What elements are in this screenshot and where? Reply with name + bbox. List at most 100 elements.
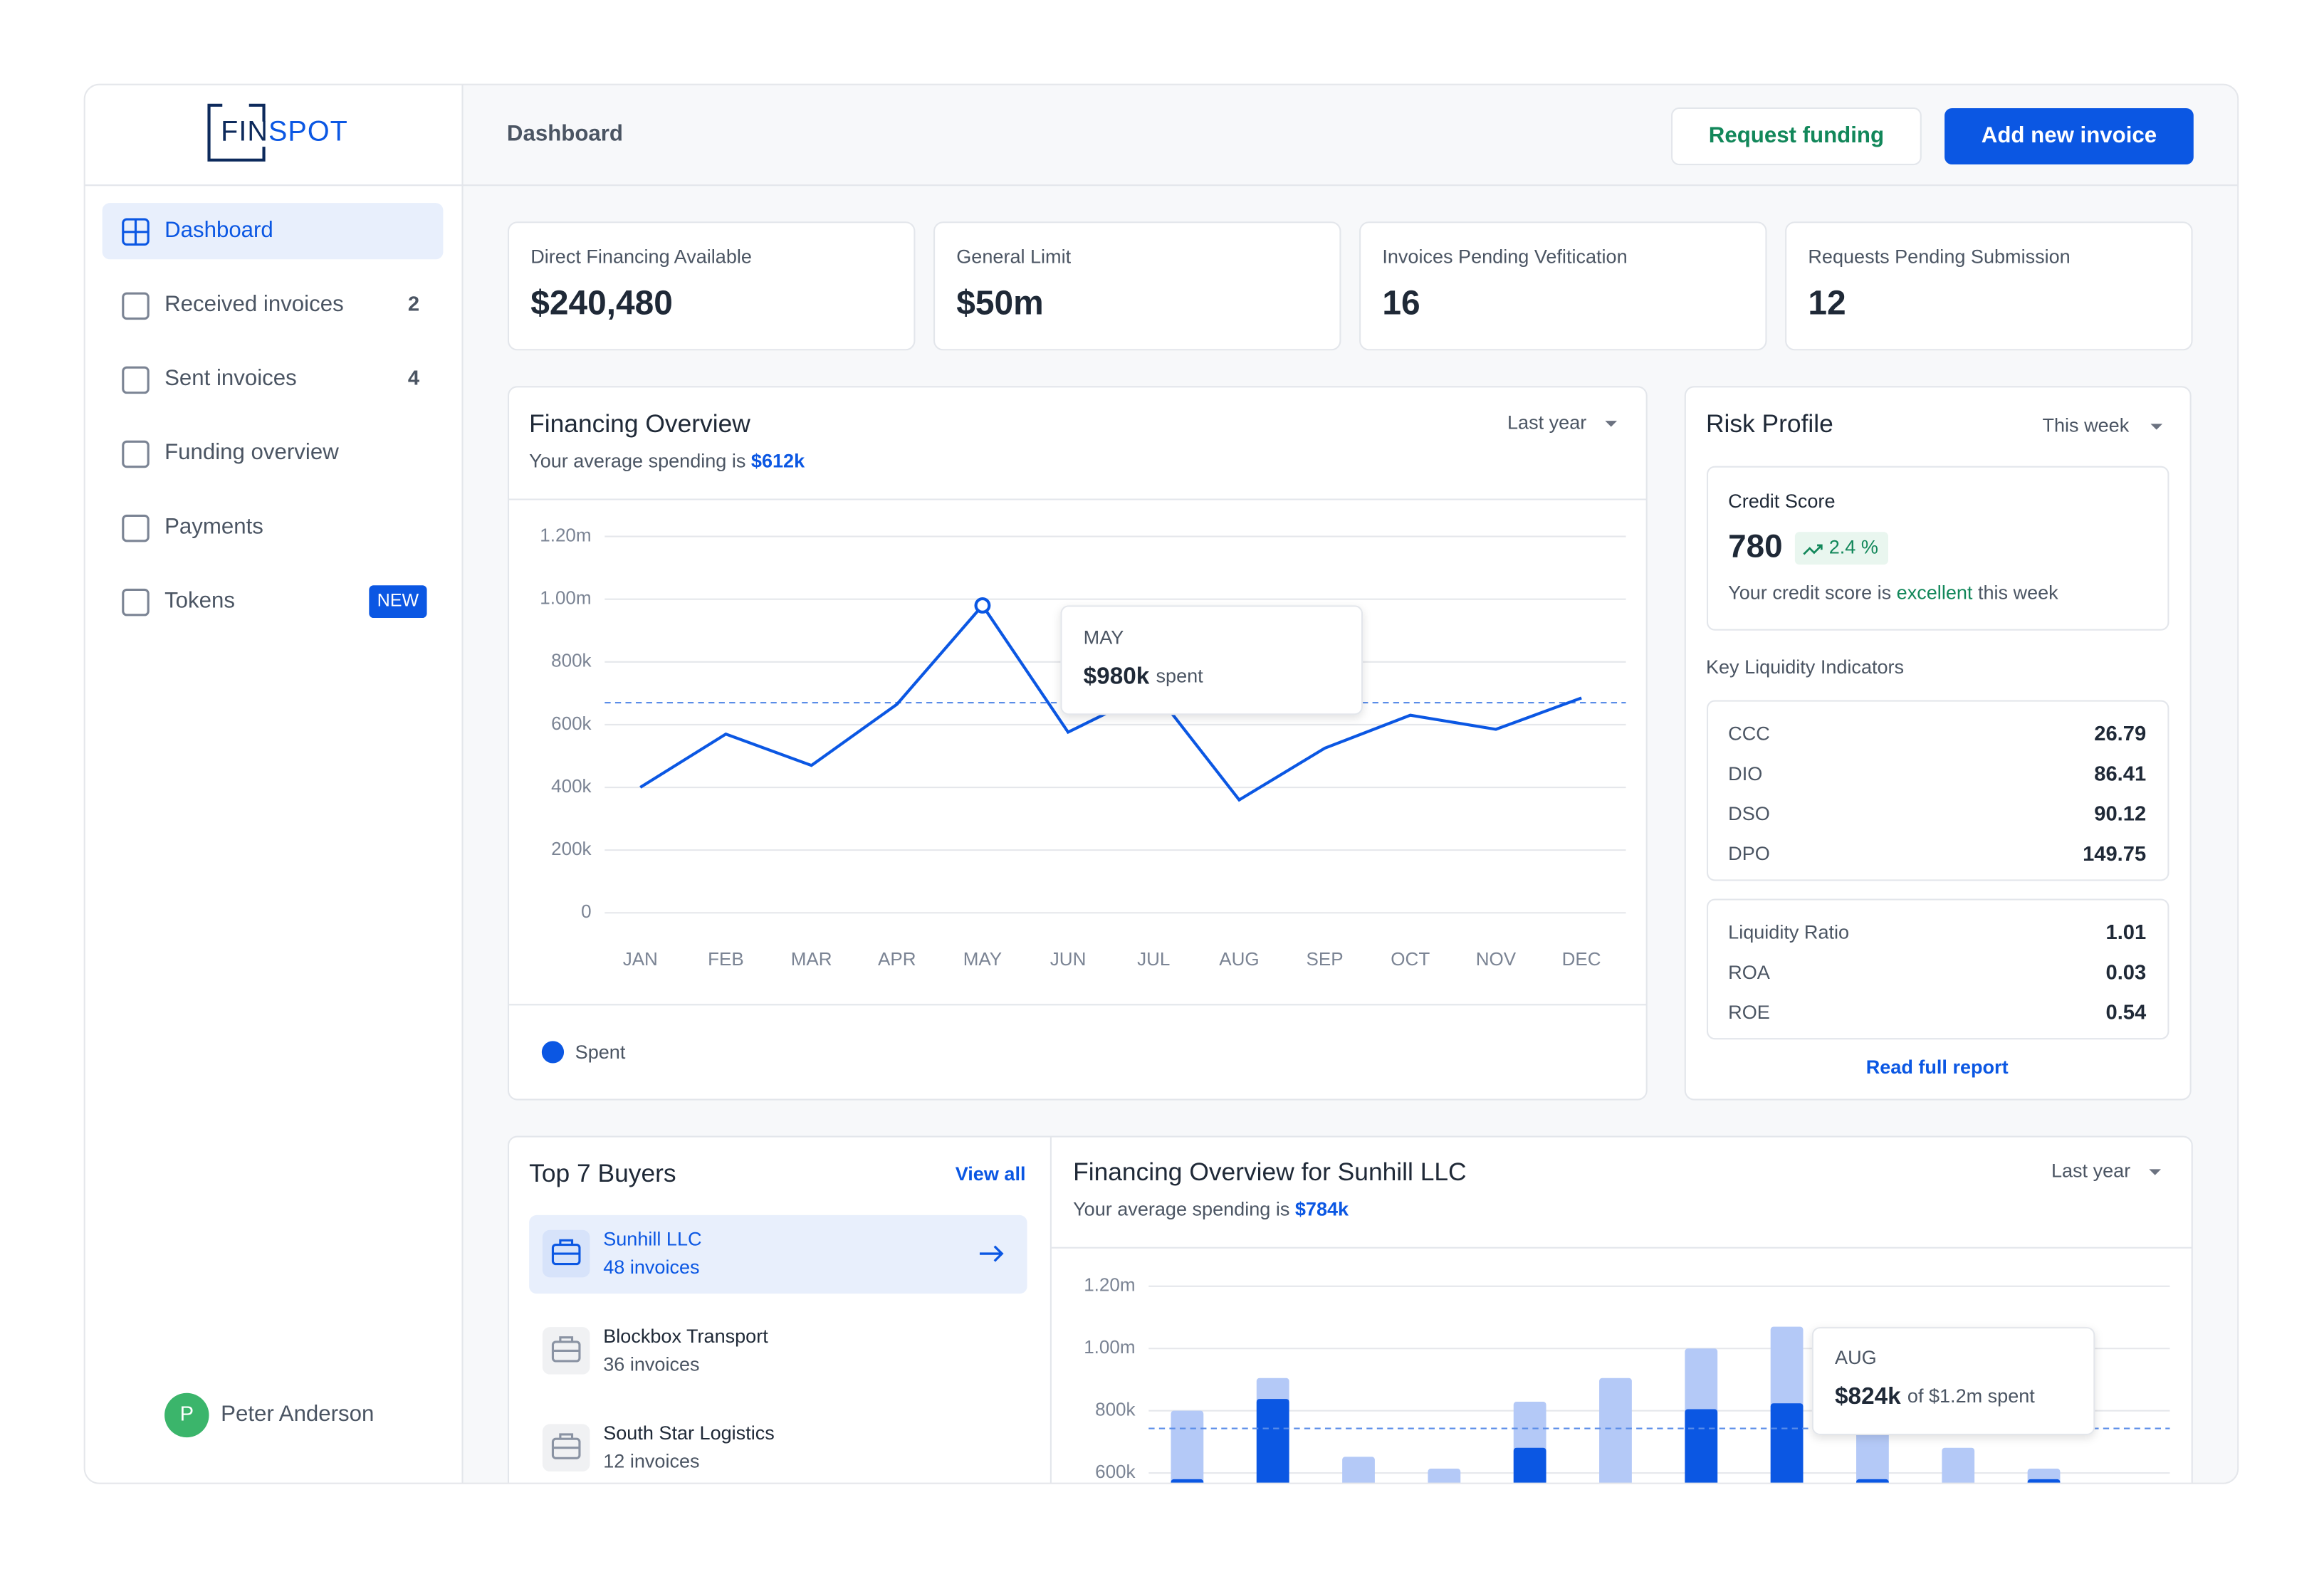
nav-item[interactable]: Received invoices 2 [122,291,419,320]
buyer-active-bg [529,1214,1027,1294]
indicator-value: 86.41 [2094,762,2146,785]
y-tick-label: 600k [1095,1461,1136,1482]
bar [1770,1403,1804,1484]
tooltip-text: spent [1156,665,1204,686]
x-tick-label: JUN [1050,948,1087,970]
tooltip-text: of $1.2m spent [1907,1385,2035,1407]
nav-count: 4 [408,367,420,390]
note-text: Your credit score is [1728,582,1891,604]
stat-card [933,221,1341,351]
period-dropdown[interactable]: This week [2042,415,2129,436]
credit-title: Credit Score [1728,490,1835,512]
nav-icon [122,588,150,616]
credit-score: 780 [1728,528,1782,564]
x-tick-label: JAN [623,948,658,970]
stat-card [507,221,916,351]
request-funding-button[interactable]: Request funding [1671,107,1922,166]
buyer-invoices: 12 invoices [603,1451,699,1472]
buyer-row[interactable]: Blockbox Transport 36 invoices [542,1326,768,1375]
nav-item[interactable]: Sent invoices 4 [122,365,420,394]
buyer-icon-handle [553,1336,580,1352]
view-all-link[interactable]: View all [956,1163,1026,1185]
indicator-name: Liquidity Ratio [1728,922,1849,943]
change-value: 2.4 % [1829,536,1878,557]
user-avatar [164,1392,209,1438]
y-tick-label: 1.20m [540,524,591,545]
trend-icon [1803,544,1823,555]
bars [1171,1326,2061,1484]
dropdown-caret [2150,424,2163,430]
bar [1856,1479,1889,1484]
stat-value: $50m [956,284,1043,322]
add-invoice-button[interactable]: Add new invoice [1944,107,2194,165]
buyer-row[interactable]: Sunhill LLC 48 invoices [529,1214,1027,1294]
buyer-name: South Star Logistics [603,1422,775,1444]
report-link[interactable]: Read full report [1866,1056,2009,1078]
dropdown-caret [2149,1169,2161,1175]
button-label: Add new invoice [1982,122,2157,147]
x-tick-label: SEP [1307,948,1344,970]
stat-label: General Limit [956,246,1071,267]
section-title: Key Liquidity Indicators [1706,656,1904,678]
x-tick-label: MAY [963,948,1002,970]
buyer-row[interactable]: South Star Logistics 12 invoices [542,1422,775,1472]
nav-item[interactable]: Dashboard [102,203,444,260]
nav-item[interactable]: Payments [122,513,263,542]
highlight-point [974,597,991,614]
tooltip-value: $824k of $1.2m spent [1835,1383,2035,1410]
chart-title: Financing Overview [529,410,750,438]
x-tick-label: NOV [1476,948,1517,970]
period-dropdown[interactable]: Last year [1507,411,1586,433]
indicator-value: 26.79 [2094,723,2146,745]
nav-count: 2 [408,293,419,316]
nav-icon [122,514,150,542]
period-label: Last year [2051,1160,2130,1182]
note-text: this week [1978,582,2058,604]
nav-label: Dashboard [164,217,273,242]
stat-card [1359,221,1767,351]
y-tick-label: 200k [551,838,592,859]
page-title: Dashboard [507,121,623,146]
nav-label: Sent invoices [164,365,297,390]
nav-label: Funding overview [164,439,339,464]
logo: FINSPOT [221,116,348,147]
bar [1856,1429,1889,1484]
average-value: $784k [1295,1199,1349,1220]
tooltip: AUG $824k of $1.2m spent [1811,1327,2095,1436]
note-highlight: excellent [1897,582,1973,604]
tooltip-bg [1811,1327,2095,1436]
stat-card [1785,221,2193,351]
stat-label: Direct Financing Available [530,246,752,267]
y-tick-label: 1.00m [540,587,591,609]
nav-label: Received invoices [164,291,344,316]
tooltip-amount: $980k [1084,663,1150,689]
button-label: Request funding [1709,122,1884,147]
indicator-value: 90.12 [2094,803,2146,826]
indicator-value: 1.01 [2105,921,2146,944]
x-tick-label: MAR [791,948,832,970]
nav-item[interactable]: Tokens NEW [122,585,427,619]
y-tick-label: 1.20m [1084,1274,1135,1296]
button-bg [1944,107,2194,165]
period-dropdown[interactable]: Last year [2051,1160,2130,1182]
y-tick-label: 600k [551,713,592,734]
user-initial: P [180,1403,194,1426]
credit-note: Your credit score is excellent this week [1728,582,2058,604]
x-tick-label: JUL [1137,948,1170,970]
buyer-invoices: 48 invoices [603,1256,699,1278]
nav-item[interactable]: Funding overview [122,439,339,468]
stat-label: Invoices Pending Vefitication [1382,246,1627,267]
subtitle-text: Your average spending is [529,451,745,472]
bar [1428,1468,1461,1484]
card-title: Risk Profile [1706,410,1833,438]
indicator-box [1706,898,2169,1040]
buyer-name: Sunhill LLC [603,1228,701,1249]
bar [1342,1457,1375,1484]
y-tick-label: 800k [551,650,592,671]
nav-badge-bg [369,585,427,619]
legend-marker [541,1041,565,1064]
indicator-value: 0.54 [2105,1002,2146,1024]
logo-frame-accent [248,103,266,122]
bar [1599,1378,1632,1484]
bar [2027,1479,2061,1484]
